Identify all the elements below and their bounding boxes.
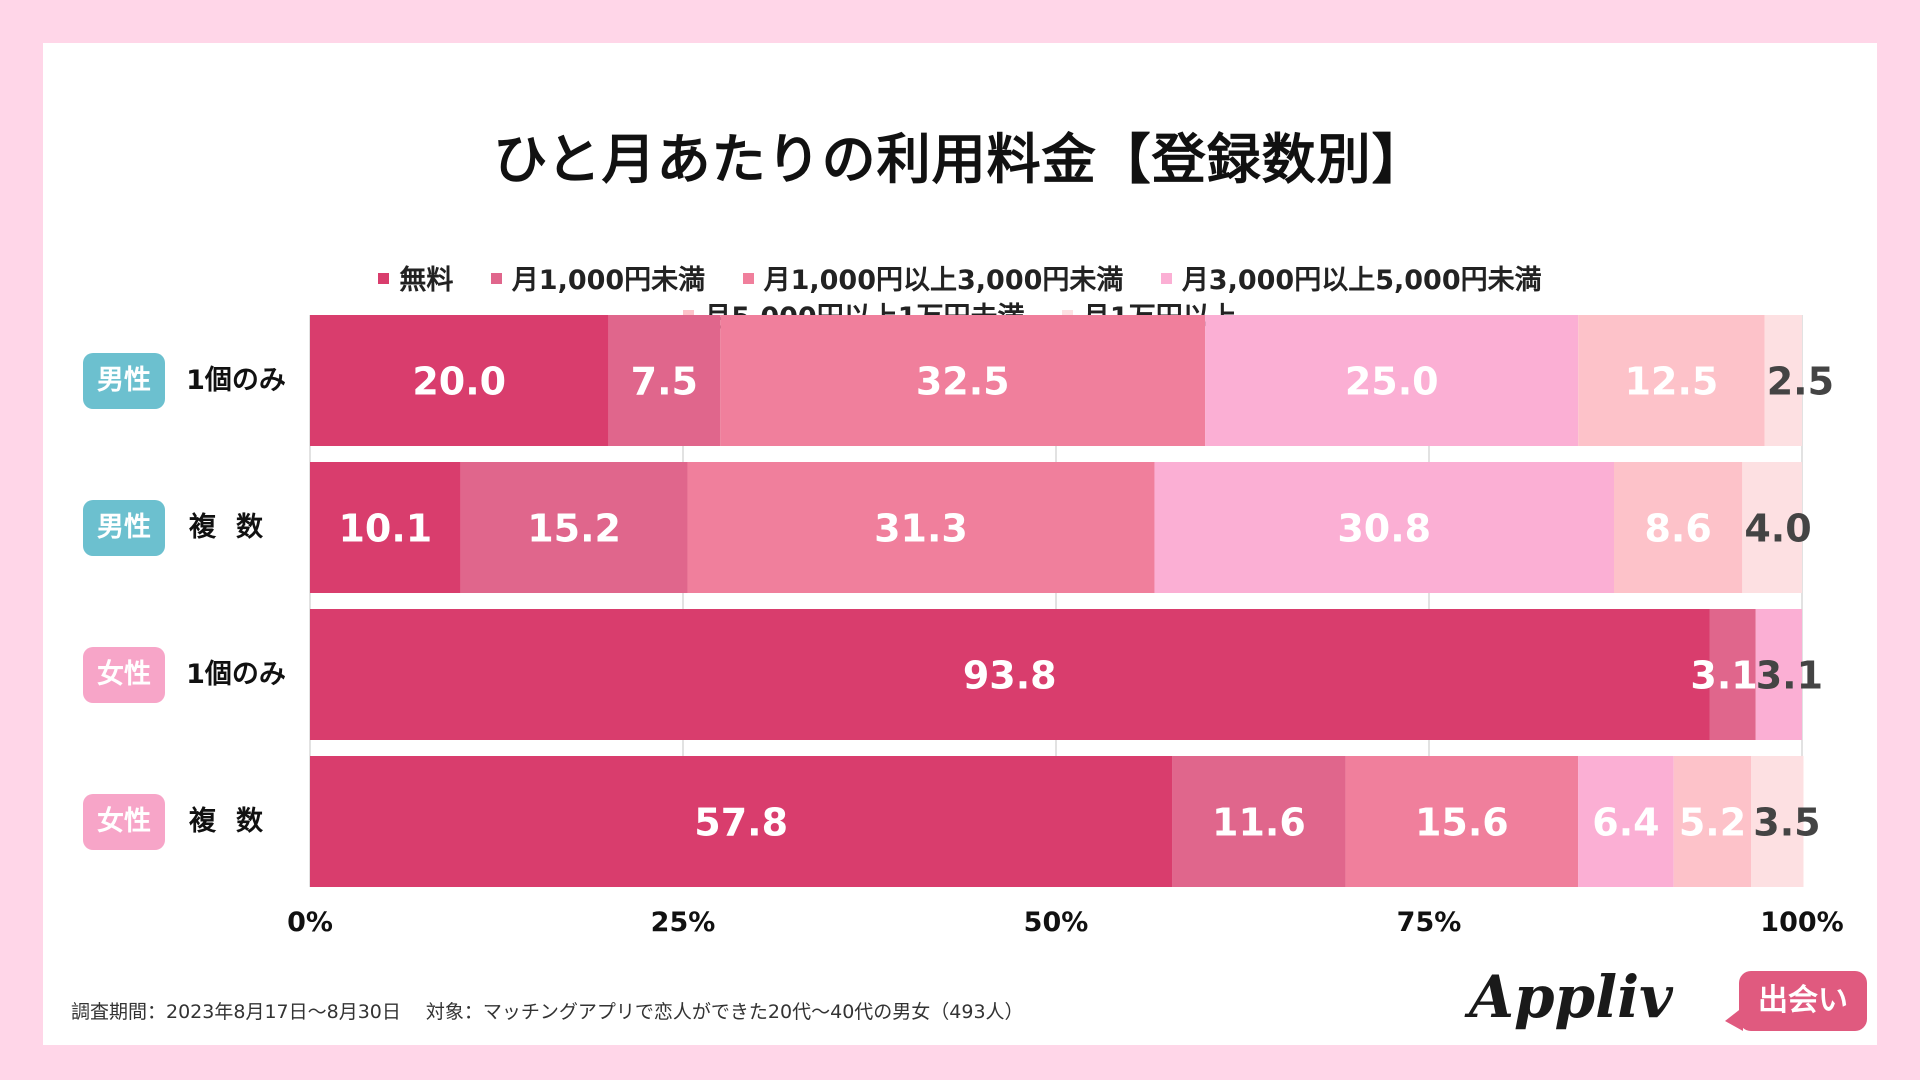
bar-segment	[460, 462, 688, 593]
data-label: 3.1	[1756, 654, 1823, 698]
data-label: 4.0	[1744, 507, 1811, 551]
x-tick-label: 50%	[1024, 907, 1089, 938]
bar-segment	[310, 609, 1710, 740]
gender-badge-male: 男性	[83, 500, 165, 556]
chart-card: ひと月あたりの利用料金【登録数別】 無料 月1,000円未満 月1,000円以上…	[43, 43, 1877, 1045]
bar-segment	[1755, 609, 1802, 740]
applive-logo: Appliv 出会い	[1469, 963, 1869, 1043]
bar-segment	[1764, 315, 1802, 446]
bar-segment	[1578, 315, 1765, 446]
bar-segment	[1742, 462, 1802, 593]
registration-type-label: 複数	[189, 806, 283, 837]
bar-segment	[720, 315, 1206, 446]
gender-badge-female: 女性	[83, 647, 165, 703]
legend-swatch	[490, 273, 502, 284]
data-label: 10.1	[338, 507, 432, 551]
legend-label: 月1,000円未満	[511, 265, 706, 296]
bar-segment	[1673, 756, 1752, 887]
bar-segment	[1172, 756, 1346, 887]
bar-segment	[1751, 756, 1804, 887]
bar-segment	[310, 462, 461, 593]
data-label: 6.4	[1592, 801, 1659, 845]
registration-type-label: 1個のみ	[186, 365, 286, 396]
data-label: 12.5	[1625, 360, 1719, 404]
bar-segment	[687, 462, 1155, 593]
data-label: 7.5	[631, 360, 698, 404]
legend-item: 無料	[378, 258, 453, 297]
legend-label: 月3,000円以上5,000円未満	[1181, 265, 1542, 296]
bar-segment	[608, 315, 721, 446]
data-label: 15.2	[527, 507, 621, 551]
legend-swatch	[378, 273, 390, 284]
data-label: 20.0	[412, 360, 506, 404]
data-label: 25.0	[1345, 360, 1439, 404]
x-tick-label: 25%	[651, 907, 716, 938]
bar-segment	[1709, 609, 1756, 740]
registration-type-label: 1個のみ	[186, 659, 286, 690]
bar-segment	[1345, 756, 1579, 887]
legend-swatch	[1160, 273, 1172, 284]
x-tick-label: 75%	[1397, 907, 1462, 938]
logo-badge: 出会い	[1739, 971, 1867, 1031]
data-label: 57.8	[694, 801, 788, 845]
logo-badge-tail	[1725, 1007, 1743, 1031]
bar-segment	[1614, 462, 1743, 593]
data-label: 32.5	[916, 360, 1010, 404]
data-label: 30.8	[1337, 507, 1431, 551]
legend-row-1: 無料 月1,000円未満 月1,000円以上3,000円未満 月3,000円以上…	[43, 258, 1877, 297]
legend-label: 月1,000円以上3,000円未満	[763, 265, 1124, 296]
data-label: 8.6	[1644, 507, 1711, 551]
x-tick-label: 0%	[287, 907, 333, 938]
registration-type-label: 複数	[189, 512, 283, 543]
data-label: 3.5	[1753, 801, 1820, 845]
data-label: 31.3	[874, 507, 968, 551]
stacked-bar-chart: 20.0 7.5 32.5 25.0 12.5 2.5 10.1 15.2 31.3 30.8 8.…	[287, 315, 1844, 938]
bar-segment	[310, 756, 1173, 887]
survey-footnote: 調査期間：2023年8月17日〜8月30日 対象：マッチングアプリで恋人ができた…	[71, 1001, 1024, 1023]
legend-label: 無料	[399, 265, 454, 296]
data-label: 3.1	[1690, 654, 1757, 698]
chart-title: ひと月あたりの利用料金【登録数別】	[493, 128, 1427, 191]
gender-badge-female: 女性	[83, 794, 165, 850]
legend-item: 月1,000円以上3,000円未満	[742, 258, 1124, 297]
bar-segment	[1205, 315, 1579, 446]
bar-segment	[1154, 462, 1615, 593]
legend-swatch	[742, 273, 754, 284]
data-label: 5.2	[1679, 801, 1746, 845]
logo-wordmark: Appliv	[1469, 963, 1673, 1031]
legend-item: 月3,000円以上5,000円未満	[1160, 258, 1542, 297]
data-label: 15.6	[1415, 801, 1509, 845]
x-tick-label: 100%	[1760, 907, 1843, 938]
gender-badge-male: 男性	[83, 353, 165, 409]
data-label: 93.8	[963, 654, 1057, 698]
data-label: 2.5	[1767, 360, 1834, 404]
bar-segment	[310, 315, 609, 446]
bar-segment	[1578, 756, 1674, 887]
data-label: 11.6	[1212, 801, 1306, 845]
legend-item: 月1,000円未満	[490, 258, 706, 297]
